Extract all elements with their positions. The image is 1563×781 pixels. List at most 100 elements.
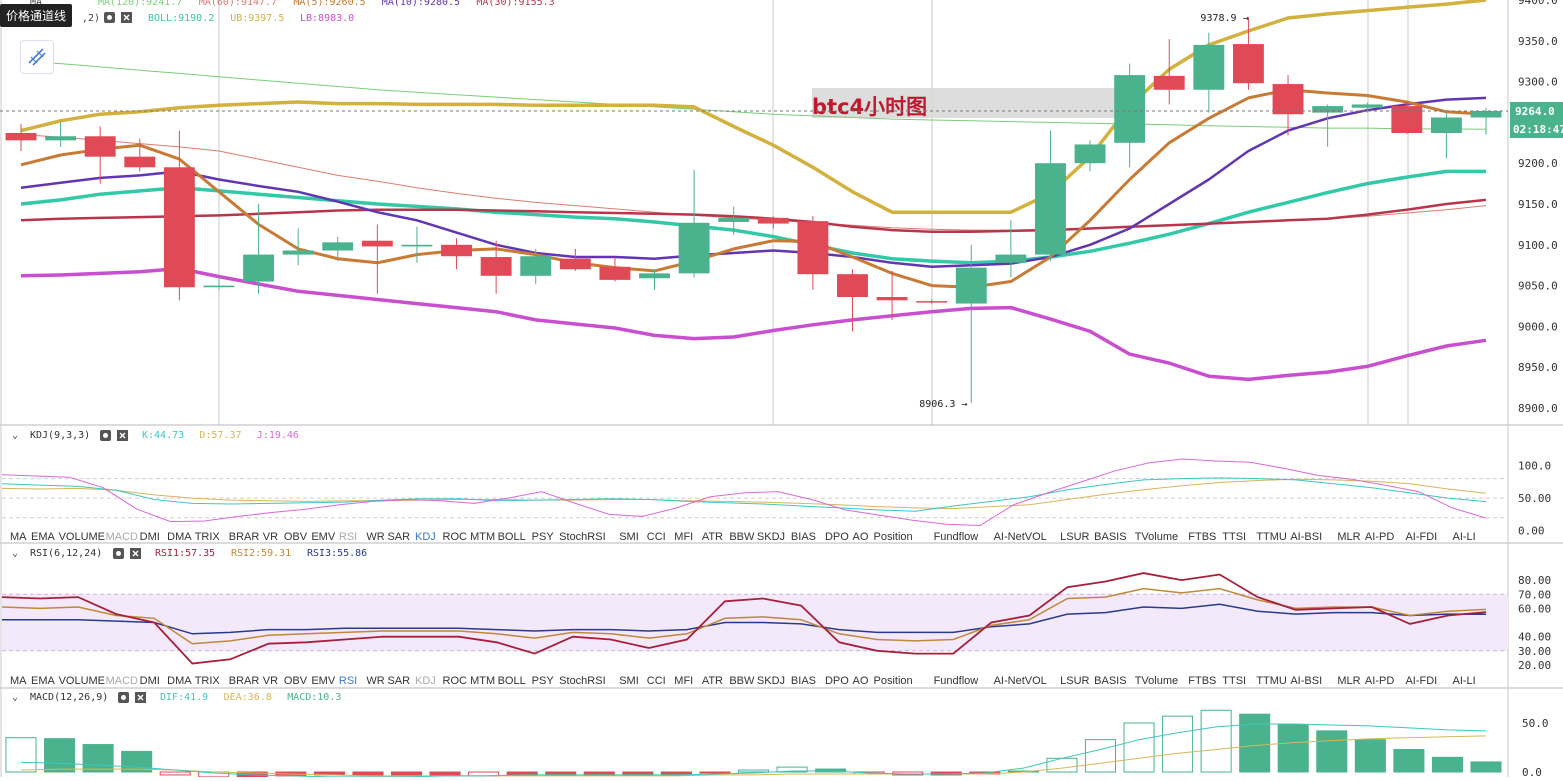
macd-bar — [1200, 709, 1232, 773]
indicator-tab[interactable]: BRAR — [229, 675, 260, 687]
indicator-tab[interactable]: KDJ — [415, 675, 436, 687]
indicator-tab[interactable]: AI-NetVOL — [994, 531, 1047, 543]
rsi-collapse-caret[interactable]: ⌄ — [12, 548, 18, 559]
kdj-collapse-caret[interactable]: ⌄ — [12, 430, 18, 441]
indicator-tab[interactable]: FTBS — [1188, 531, 1216, 543]
indicator-tab[interactable]: LSUR — [1060, 675, 1089, 687]
indicator-tab[interactable]: DMA — [167, 531, 192, 543]
candle-body — [955, 267, 987, 304]
indicator-tab[interactable]: VOLUME — [59, 531, 105, 543]
indicator-tab[interactable]: MA — [10, 531, 27, 543]
indicator-tab[interactable]: AI-BSI — [1290, 675, 1322, 687]
indicator-tab[interactable]: OBV — [284, 675, 308, 687]
indicator-tab[interactable]: DPO — [825, 675, 849, 687]
indicator-tab[interactable]: MACD — [106, 531, 138, 543]
indicator-tab[interactable]: TVolume — [1135, 675, 1178, 687]
macd-collapse-caret[interactable]: ⌄ — [12, 692, 18, 703]
indicator-tab[interactable]: EMV — [311, 531, 336, 543]
ma30-line — [20, 198, 1487, 233]
macd-bar — [44, 738, 76, 773]
candle-body — [1430, 117, 1462, 134]
indicator-tab[interactable]: ROC — [443, 531, 468, 543]
indicator-tab[interactable]: MLR — [1337, 531, 1360, 543]
indicator-tab[interactable]: TTMU — [1256, 531, 1287, 543]
indicator-tab[interactable]: AO — [853, 675, 869, 687]
indicator-tab[interactable]: ROC — [443, 675, 468, 687]
indicator-tab[interactable]: MA — [10, 675, 27, 687]
indicator-tab[interactable]: Fundflow — [934, 675, 979, 687]
indicator-tab[interactable]: VOLUME — [59, 675, 105, 687]
indicator-tab[interactable]: AI-PD — [1365, 675, 1394, 687]
indicator-tab[interactable]: BASIS — [1094, 531, 1126, 543]
indicator-tab[interactable]: AI-FDI — [1405, 531, 1437, 543]
indicator-tab[interactable]: StochRSI — [559, 675, 605, 687]
indicator-tab[interactable]: DMI — [140, 531, 160, 543]
indicator-tab[interactable]: PSY — [532, 675, 555, 687]
indicator-tab[interactable]: TVolume — [1135, 531, 1178, 543]
indicator-tab[interactable]: Position — [874, 531, 913, 543]
indicator-tab[interactable]: AO — [853, 531, 869, 543]
indicator-tab[interactable]: BOLL — [498, 675, 526, 687]
indicator-tab[interactable]: OBV — [284, 531, 308, 543]
indicator-tab[interactable]: StochRSI — [559, 531, 605, 543]
macd-dif-line — [20, 723, 1487, 778]
indicator-tab[interactable]: DMI — [140, 675, 160, 687]
indicator-tab[interactable]: TTSI — [1222, 531, 1246, 543]
indicator-tab[interactable]: TTSI — [1222, 675, 1246, 687]
indicator-tab[interactable]: BOLL — [498, 531, 526, 543]
indicator-tab[interactable]: VR — [263, 531, 278, 543]
indicator-tab[interactable]: CCI — [647, 531, 666, 543]
indicator-tab[interactable]: MLR — [1337, 675, 1360, 687]
indicator-tab[interactable]: MTM — [470, 531, 495, 543]
indicator-tab[interactable]: MFI — [674, 531, 693, 543]
indicator-tab[interactable]: DPO — [825, 531, 849, 543]
indicator-tab[interactable]: DMA — [167, 675, 192, 687]
indicator-tab[interactable]: AI-BSI — [1290, 531, 1322, 543]
indicator-tab[interactable]: Fundflow — [934, 531, 979, 543]
indicator-tab[interactable]: BBW — [729, 675, 755, 687]
indicator-tab[interactable]: AI-NetVOL — [994, 675, 1047, 687]
indicator-tab[interactable]: SAR — [387, 675, 410, 687]
rsi-tick: 30.00 — [1518, 645, 1551, 658]
indicator-tab[interactable]: BIAS — [791, 675, 816, 687]
indicator-tab[interactable]: TRIX — [195, 531, 221, 543]
indicator-tab[interactable]: BBW — [729, 531, 755, 543]
indicator-tab[interactable]: BASIS — [1094, 675, 1126, 687]
indicator-tab[interactable]: EMA — [31, 675, 55, 687]
indicator-tab[interactable]: Position — [874, 675, 913, 687]
indicator-tab[interactable]: BRAR — [229, 531, 260, 543]
indicator-tab[interactable]: ATR — [702, 675, 723, 687]
indicator-tab[interactable]: KDJ — [415, 531, 436, 543]
indicator-tab[interactable]: VR — [263, 675, 278, 687]
indicator-tab[interactable]: FTBS — [1188, 675, 1216, 687]
indicator-tab[interactable]: TRIX — [195, 675, 221, 687]
indicator-tab[interactable]: BIAS — [791, 531, 816, 543]
indicator-tab[interactable]: ATR — [702, 531, 723, 543]
price-tick-label: 9050.0 — [1518, 280, 1558, 293]
indicator-tab[interactable]: AI-LI — [1453, 531, 1476, 543]
indicator-tab[interactable]: PSY — [532, 531, 555, 543]
indicator-tab[interactable]: RSI — [339, 531, 357, 543]
indicator-tab[interactable]: MACD — [106, 675, 138, 687]
indicator-tab[interactable]: MFI — [674, 675, 693, 687]
indicator-tab[interactable]: SAR — [387, 531, 410, 543]
indicator-tab[interactable]: AI-FDI — [1405, 675, 1437, 687]
indicator-tab[interactable]: SMI — [619, 675, 639, 687]
indicator-tab[interactable]: LSUR — [1060, 531, 1089, 543]
indicator-tab[interactable]: TTMU — [1256, 675, 1287, 687]
indicator-tab[interactable]: SMI — [619, 531, 639, 543]
indicator-tab[interactable]: SKDJ — [757, 675, 785, 687]
indicator-tab[interactable]: CCI — [647, 675, 666, 687]
indicator-tab[interactable]: AI-PD — [1365, 531, 1394, 543]
indicator-tab[interactable]: WR — [366, 675, 384, 687]
indicator-tab[interactable]: SKDJ — [757, 531, 785, 543]
indicator-tab[interactable]: EMV — [311, 675, 336, 687]
indicator-tab[interactable]: AI-LI — [1453, 675, 1476, 687]
drawing-tool-button[interactable] — [20, 40, 54, 74]
indicator-tab[interactable]: WR — [366, 531, 384, 543]
candle-body — [1232, 44, 1264, 84]
indicator-tab[interactable]: MTM — [470, 675, 495, 687]
indicator-tab[interactable]: EMA — [31, 531, 55, 543]
indicator-tab[interactable]: RSI — [339, 675, 357, 687]
